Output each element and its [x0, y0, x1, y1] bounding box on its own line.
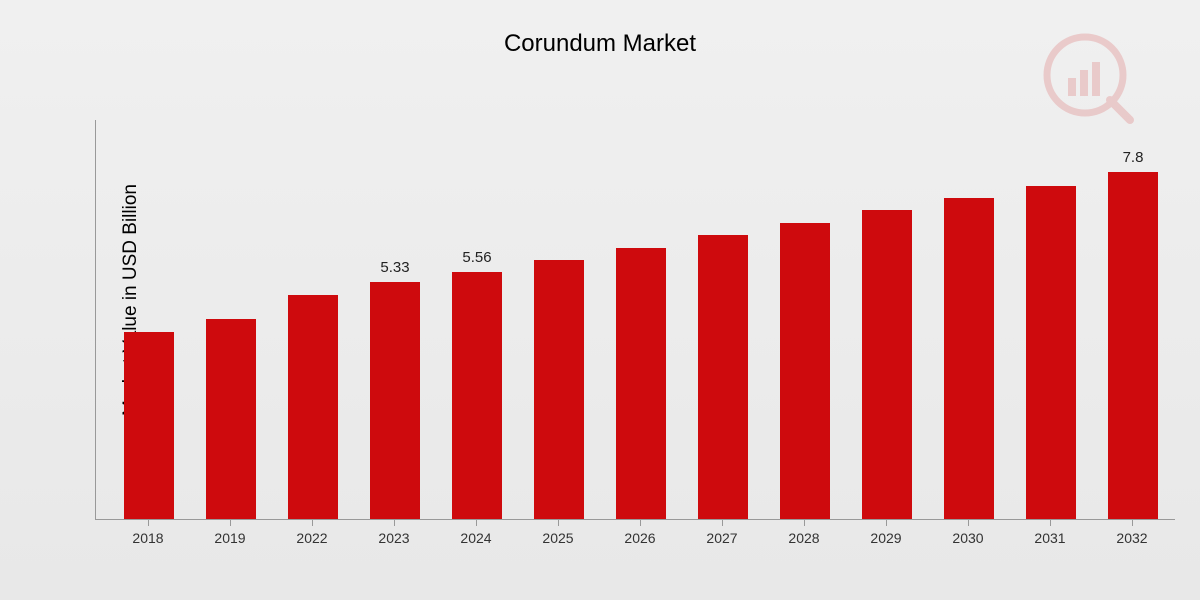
x-axis-label: 2027 [706, 530, 737, 546]
plot-area: 5.33 5.56 7.8 [95, 120, 1175, 520]
x-axis-label: 2023 [378, 530, 409, 546]
bar [862, 210, 912, 519]
x-tick [476, 520, 477, 526]
x-axis-label: 2030 [952, 530, 983, 546]
bar [452, 272, 502, 519]
x-axis-label: 2025 [542, 530, 573, 546]
x-tick [1050, 520, 1051, 526]
bar-value-label: 5.33 [380, 259, 409, 276]
bar-value-label: 5.56 [462, 249, 491, 266]
x-axis-label: 2022 [296, 530, 327, 546]
chart-title: Corundum Market [0, 0, 1200, 58]
x-axis-label: 2029 [870, 530, 901, 546]
bar [616, 248, 666, 519]
x-tick [394, 520, 395, 526]
bar-value-label: 7.8 [1123, 149, 1144, 166]
bar [1108, 172, 1158, 519]
bar [780, 223, 830, 519]
bar [288, 295, 338, 519]
x-tick [230, 520, 231, 526]
x-tick [1132, 520, 1133, 526]
x-axis-label: 2018 [132, 530, 163, 546]
chart-container: 5.33 5.56 7.8 2018 2019 2022 2023 2024 2025 2026… [70, 120, 1180, 550]
x-axis-label: 2024 [460, 530, 491, 546]
x-axis-label: 2026 [624, 530, 655, 546]
x-tick [558, 520, 559, 526]
bar [1026, 186, 1076, 519]
x-tick [312, 520, 313, 526]
bar [698, 235, 748, 519]
x-tick [886, 520, 887, 526]
watermark-logo [1040, 30, 1140, 130]
x-axis-label: 2019 [214, 530, 245, 546]
x-tick [968, 520, 969, 526]
bar [370, 282, 420, 519]
x-tick [148, 520, 149, 526]
bar [124, 332, 174, 519]
x-tick [804, 520, 805, 526]
x-tick [722, 520, 723, 526]
x-axis-label: 2031 [1034, 530, 1065, 546]
bar [534, 260, 584, 519]
x-axis-label: 2032 [1116, 530, 1147, 546]
x-axis-label: 2028 [788, 530, 819, 546]
bar [944, 198, 994, 519]
x-tick [640, 520, 641, 526]
bar [206, 319, 256, 519]
